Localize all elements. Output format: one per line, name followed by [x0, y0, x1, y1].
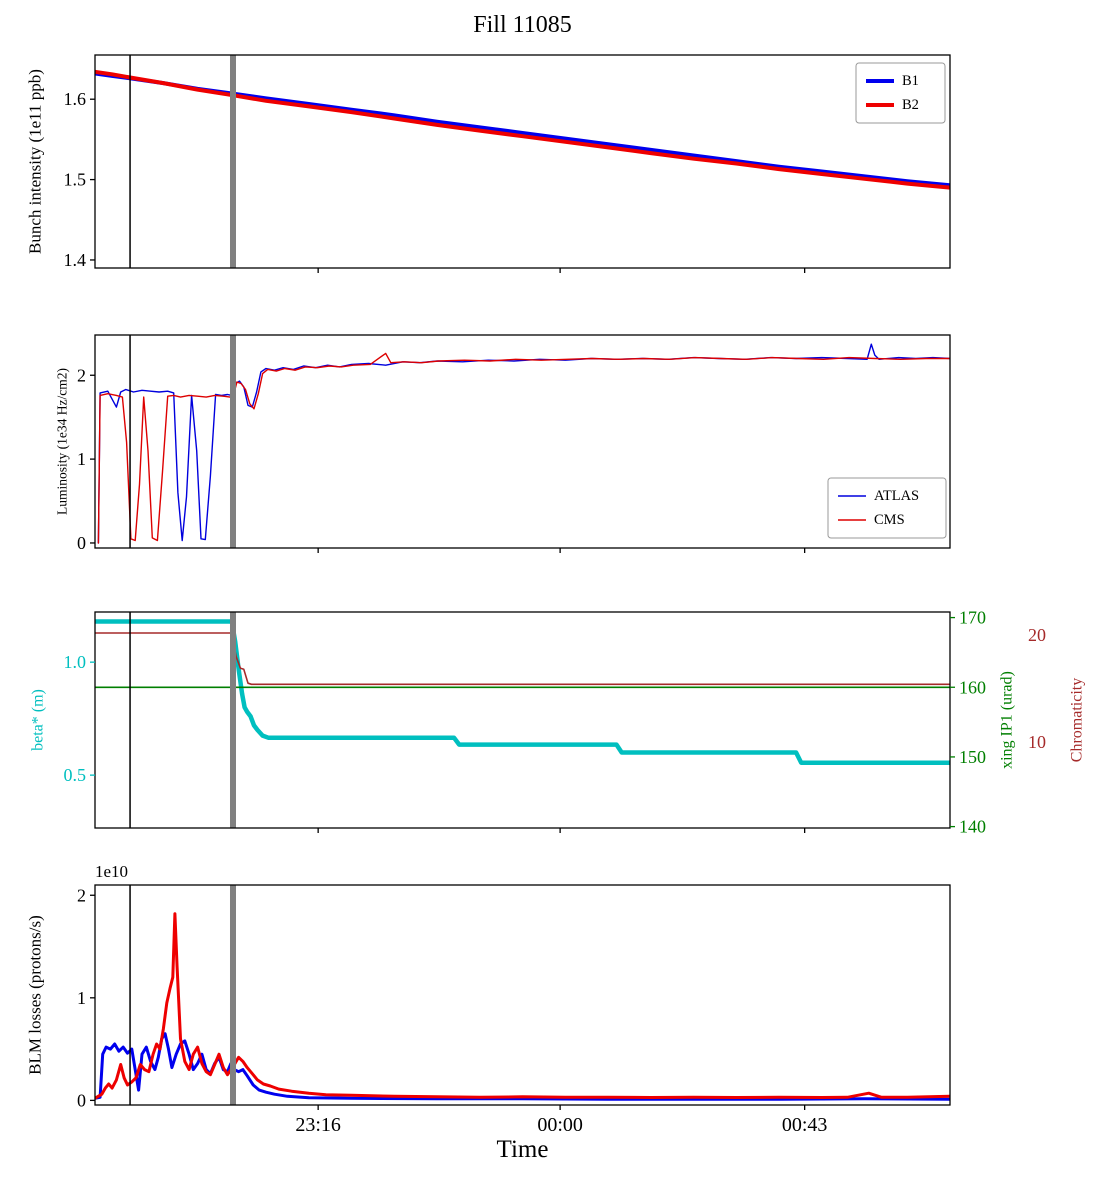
y-tick-label-y: 1 — [77, 988, 86, 1008]
x-axis-label: Time — [496, 1136, 549, 1163]
series-beta_star — [95, 619, 950, 765]
legend-label-B1: B1 — [902, 73, 919, 89]
y-tick-label-chroma: 20 — [1028, 625, 1046, 645]
series-CMS — [97, 352, 950, 544]
axes-frame — [94, 334, 951, 549]
y-tick-label-chroma: 10 — [1028, 732, 1046, 752]
y-axis-label-y: BLM losses (protons/s) — [26, 915, 45, 1075]
y-tick-label-y: 1.5 — [64, 170, 87, 190]
y-tick-label-xing: 150 — [959, 747, 986, 767]
y-tick-label-y: 2 — [77, 365, 86, 385]
y-tick-label-y: 1 — [77, 449, 86, 469]
series-chromaticity — [95, 632, 950, 686]
series-BLM_B2 — [95, 912, 950, 1100]
y-tick-label-xing: 170 — [959, 608, 986, 628]
y-axis-label-chroma: Chromaticity — [1069, 678, 1086, 762]
series-B1 — [95, 71, 950, 188]
panel-blm: 23:16 00:00 00:43 0 1 2 BLM losses (protons/s)… — [26, 862, 951, 1136]
y-axis-label-beta: beta* (m) — [30, 689, 47, 751]
y-tick-label-beta: 0.5 — [64, 765, 87, 785]
x-tick-label: 00:00 — [537, 1114, 583, 1136]
y-tick-label-xing: 140 — [959, 817, 986, 837]
y-axis-offset-text: 1e10 — [95, 862, 128, 881]
series-B2 — [95, 69, 950, 190]
axes-frame — [94, 54, 951, 269]
legend-frame — [855, 62, 946, 124]
panel-bunch: 1.4 1.5 1.6 Bunch intensity (1e11 ppb) B1 B2 — [26, 54, 951, 273]
y-tick-label-y: 2 — [77, 885, 86, 905]
figure-title: Fill 11085 — [473, 12, 572, 38]
panel-optics: 0.5 1.0 beta* (m) 140 150 160 170 xing IP1 (ura… — [30, 608, 1086, 837]
y-axis-label-y: Bunch intensity (1e11 ppb) — [26, 69, 45, 254]
y-tick-label-beta: 1.0 — [64, 652, 87, 672]
y-tick-label-y: 0 — [77, 533, 86, 553]
series-ATLAS — [97, 343, 950, 544]
legend-label-B2: B2 — [902, 97, 919, 113]
legend-label-ATLAS: ATLAS — [874, 488, 919, 504]
y-tick-label-xing: 160 — [959, 677, 986, 697]
y-tick-label-y: 1.6 — [64, 89, 87, 109]
y-tick-label-y: 0 — [77, 1090, 86, 1110]
legend-frame — [827, 477, 947, 539]
panel-lumi: 0 1 2 Luminosity (1e34 Hz/cm2) ATLAS CMS — [55, 334, 951, 553]
y-axis-label-xing: xing IP1 (urad) — [999, 671, 1016, 769]
legend-label-CMS: CMS — [874, 512, 905, 528]
x-tick-label: 23:16 — [295, 1114, 341, 1136]
x-tick-label: 00:43 — [782, 1114, 828, 1136]
y-tick-label-y: 1.4 — [64, 250, 87, 270]
y-axis-label-y: Luminosity (1e34 Hz/cm2) — [55, 368, 70, 515]
axes-frame — [94, 884, 951, 1106]
legend: B1 B2 — [855, 62, 946, 124]
axes-frame — [94, 611, 951, 829]
legend: ATLAS CMS — [827, 477, 947, 539]
